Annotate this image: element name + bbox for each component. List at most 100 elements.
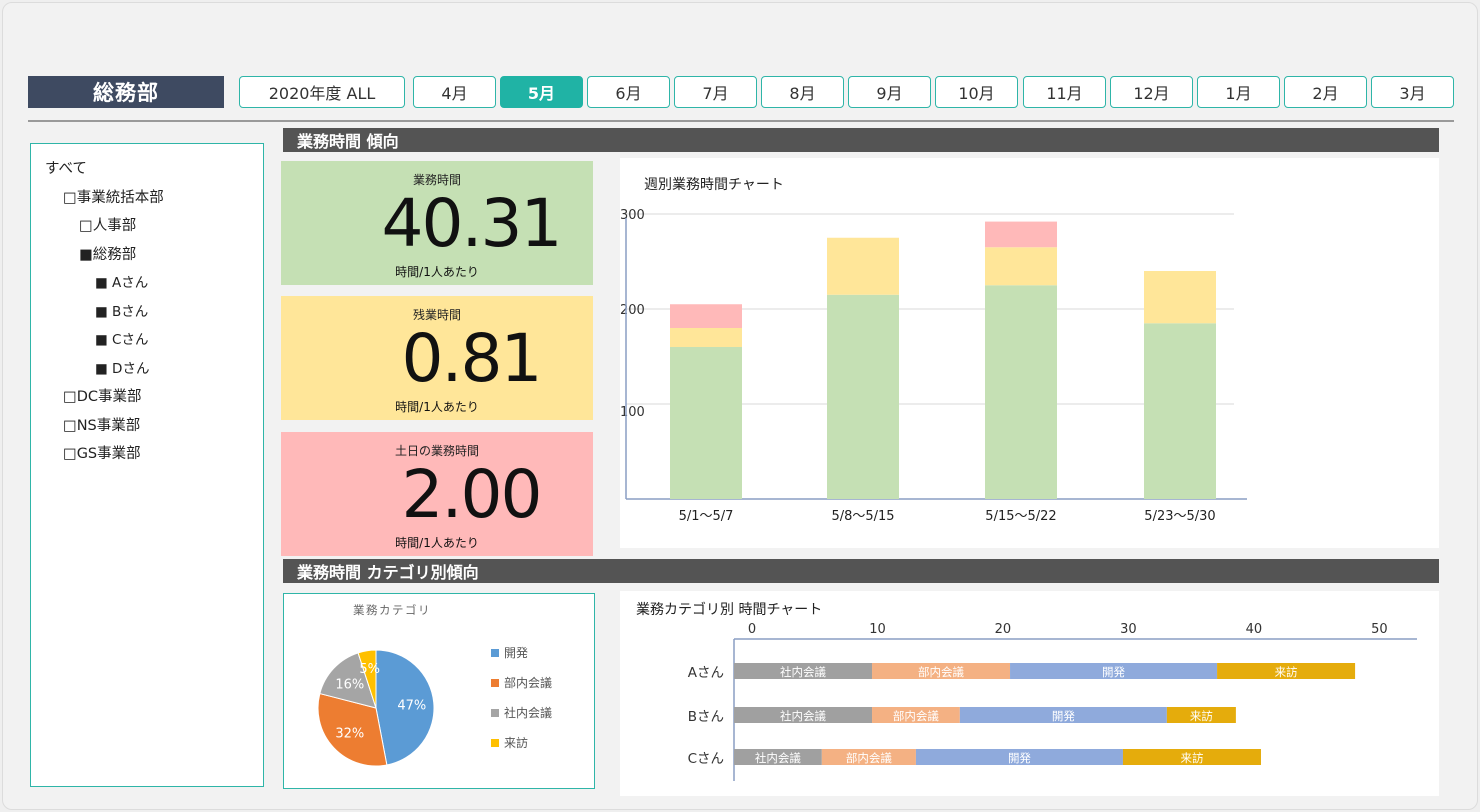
department-title: 総務部: [28, 76, 224, 108]
bar-segment-label: 社内会議: [755, 751, 801, 765]
legend-label: 社内会議: [504, 705, 552, 720]
tab-0[interactable]: 2020年度 ALL: [239, 76, 405, 108]
category-bar-card: 業務カテゴリ別 時間チャート 0 10 20 30 40 50 Aさん 社内会議 部内会議 開発 来訪…: [620, 591, 1439, 796]
bar-segment: [734, 749, 822, 765]
chart-title: 業務カテゴリ別 時間チャート: [636, 601, 822, 618]
tab-3[interactable]: 6月: [587, 76, 670, 108]
y-tick-label: 300: [620, 208, 645, 223]
legend-label: 開発: [504, 646, 528, 660]
bar-segment: [1166, 707, 1236, 723]
kpi-unit: 時間/1人あたり: [395, 265, 479, 279]
kpi-card: 業務時間 40.31 時間/1人あたり: [281, 161, 593, 285]
tab-9[interactable]: 12月: [1110, 76, 1193, 108]
bar-segment-label: 来訪: [1275, 665, 1298, 679]
bar-segment: [670, 328, 742, 347]
chart-title: 週別業務時間チャート: [644, 177, 784, 193]
y-tick-label: Cさん: [688, 751, 724, 767]
bar-segment-label: 社内会議: [780, 665, 826, 679]
tab-10[interactable]: 1月: [1197, 76, 1280, 108]
weekly-chart-card: 週別業務時間チャート 100 200 300 5/1〜5/7 5/8〜5/15 5/15〜5…: [620, 158, 1439, 548]
x-tick-label: 10: [869, 622, 886, 637]
bar-segment: [872, 707, 960, 723]
bar-segment: [734, 663, 873, 679]
bar-segment: [827, 237, 899, 295]
y-tick-label: Bさん: [688, 709, 724, 725]
x-tick-label: 0: [748, 622, 756, 637]
tree-item[interactable]: □NS事業部: [63, 417, 141, 434]
y-tick-label: 200: [620, 303, 645, 318]
tree-item[interactable]: すべて: [45, 161, 87, 177]
bar-segment-label: 社内会議: [780, 709, 826, 723]
kpi-label: 土日の業務時間: [394, 444, 479, 458]
bar-segment: [670, 347, 742, 499]
legend-swatch: [491, 739, 499, 747]
bar-segment-label: 開発: [1008, 751, 1031, 765]
tree-item[interactable]: □人事部: [79, 218, 137, 234]
bar-segment: [915, 749, 1123, 765]
x-tick-label: 5/15〜5/22: [985, 509, 1056, 524]
kpi-card: 残業時間 0.81 時間/1人あたり: [281, 296, 593, 420]
bar-segment: [827, 294, 899, 499]
org-tree: すべて □事業統括本部 □人事部 ■総務部 ■ Aさん ■ Bさん ■ Cさん ■ Dさん □D…: [30, 143, 264, 787]
tree-item[interactable]: ■ Dさん: [95, 360, 150, 377]
y-tick-label: Aさん: [688, 665, 724, 681]
bar-segment-label: 来訪: [1180, 751, 1203, 765]
bar-segment-label: 開発: [1102, 665, 1125, 679]
section-header-trend: 業務時間 傾向: [283, 128, 1439, 152]
bar-segment: [985, 221, 1057, 248]
kpi-value: 40.31: [381, 185, 563, 262]
tab-11[interactable]: 2月: [1284, 76, 1367, 108]
bar-segment: [985, 285, 1057, 499]
pie-slice: [357, 649, 377, 709]
bar-segment: [1217, 663, 1356, 679]
tab-1[interactable]: 4月: [413, 76, 496, 108]
tree-item[interactable]: ■ Bさん: [95, 303, 149, 320]
kpi-value: 0.81: [401, 320, 543, 397]
tree-item[interactable]: □DC事業部: [63, 389, 142, 405]
bar-segment-label: 来訪: [1190, 709, 1213, 723]
kpi-card: 土日の業務時間 2.00 時間/1人あたり: [281, 432, 593, 556]
pie-label: 16%: [335, 677, 364, 692]
bar-segment: [985, 247, 1057, 286]
tab-7[interactable]: 10月: [935, 76, 1018, 108]
tree-item[interactable]: ■ Aさん: [95, 275, 149, 291]
legend-label: 部内会議: [504, 675, 552, 690]
section-header-category: 業務時間 カテゴリ別傾向: [283, 559, 1439, 583]
x-tick-label: 5/23〜5/30: [1144, 509, 1215, 524]
pie-label: 5%: [359, 662, 380, 677]
kpi-label: 業務時間: [412, 173, 461, 187]
tab-5[interactable]: 8月: [761, 76, 844, 108]
tab-12[interactable]: 3月: [1371, 76, 1454, 108]
tab-8[interactable]: 11月: [1023, 76, 1106, 108]
legend-swatch: [491, 679, 499, 687]
tree-item[interactable]: □GS事業部: [63, 446, 141, 462]
bar-segment: [959, 707, 1167, 723]
header-divider: [28, 120, 1454, 122]
bar-segment: [734, 707, 873, 723]
tab-4[interactable]: 7月: [674, 76, 757, 108]
x-tick-label: 20: [995, 622, 1012, 637]
tab-6[interactable]: 9月: [848, 76, 931, 108]
bar-segment: [1122, 749, 1261, 765]
bar-segment: [670, 304, 742, 328]
x-tick-label: 5/8〜5/15: [831, 509, 894, 524]
legend-swatch: [491, 649, 499, 657]
bar-segment: [1144, 323, 1216, 499]
legend-label: 来訪: [504, 735, 528, 750]
tree-item[interactable]: ■ Cさん: [95, 332, 149, 348]
legend-swatch: [491, 709, 499, 717]
bar-segment: [1010, 663, 1218, 679]
bar-segment-label: 部内会議: [918, 665, 964, 679]
bar-segment: [821, 749, 916, 765]
kpi-unit: 時間/1人あたり: [395, 400, 479, 414]
tree-item[interactable]: ■総務部: [79, 246, 137, 263]
pie-slice: [319, 652, 377, 709]
bar-segment-label: 部内会議: [846, 751, 892, 765]
tree-item[interactable]: □事業統括本部: [63, 189, 164, 206]
pie-slice: [375, 649, 435, 766]
kpi-label: 残業時間: [412, 308, 461, 322]
tab-2[interactable]: 5月: [500, 76, 583, 108]
chart-title: 業務カテゴリ: [353, 603, 431, 617]
